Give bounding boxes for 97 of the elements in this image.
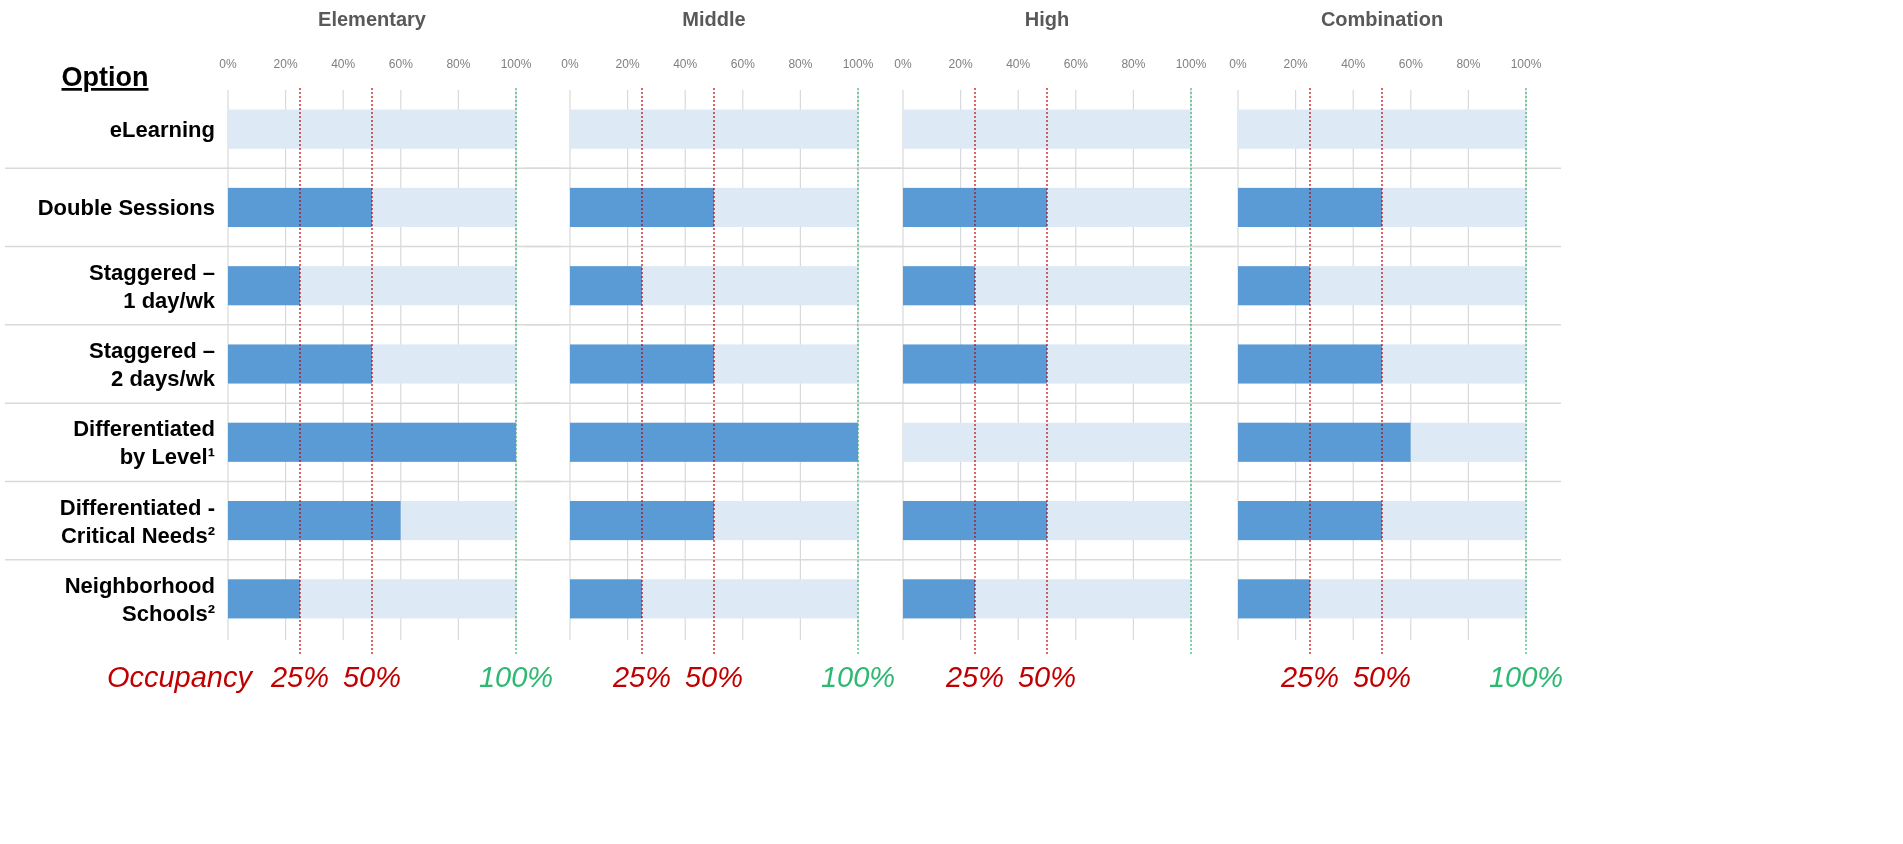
bar — [1238, 344, 1382, 384]
y-tick-label: Differentiated by Level¹ — [73, 416, 215, 470]
bar — [1238, 109, 1526, 149]
bar — [1310, 579, 1526, 619]
bar — [1238, 187, 1382, 227]
bar — [903, 579, 975, 619]
chart-title: Combination — [1320, 8, 1444, 30]
x-tick-label: 0% — [1229, 57, 1247, 71]
y-tick-label: eLearning — [109, 117, 215, 143]
x-tick-label: 100% — [842, 57, 874, 71]
bar — [1382, 501, 1526, 541]
bar — [228, 501, 401, 541]
y-tick-label: Neighborhood Schools² — [64, 572, 215, 626]
bar — [228, 266, 300, 306]
bar — [372, 187, 516, 227]
bar — [228, 579, 300, 619]
bar — [903, 187, 1047, 227]
x-tick-label: 80% — [1456, 57, 1481, 71]
bar — [570, 501, 714, 541]
ref-line-label: 25% — [1279, 661, 1340, 693]
text: Occupancy — [106, 661, 254, 693]
bar — [570, 266, 642, 306]
bar — [400, 501, 516, 541]
bar — [372, 344, 516, 384]
x-tick-label: 40% — [1006, 57, 1031, 71]
ref-line-label: 100% — [1488, 661, 1564, 693]
bar — [903, 344, 1047, 384]
x-tick-label: 100% — [500, 57, 532, 71]
ref-line-label: 50% — [1017, 661, 1077, 693]
x-tick-label: 60% — [1398, 57, 1424, 71]
y-tick-label: Staggered – 1 day/wk — [89, 259, 216, 313]
x-tick-label: 80% — [446, 57, 471, 71]
x-tick-label: 80% — [788, 57, 813, 71]
ref-line-label: 25% — [611, 661, 672, 693]
bar — [903, 266, 975, 306]
bar — [1238, 266, 1310, 306]
bar — [1047, 187, 1191, 227]
x-tick-label: 20% — [948, 57, 973, 71]
y-tick-label: Double Sessions — [37, 195, 215, 221]
bar — [975, 579, 1191, 619]
bar — [1238, 501, 1382, 541]
ref-line-label: 50% — [1352, 661, 1412, 693]
chart-title: Elementary — [318, 8, 427, 30]
bar — [714, 501, 858, 541]
bar — [1382, 344, 1526, 384]
bar — [1310, 266, 1526, 306]
x-tick-label: 0% — [894, 57, 912, 71]
x-tick-label: 40% — [1341, 57, 1366, 71]
bar — [1047, 501, 1191, 541]
bar — [714, 344, 858, 384]
bar — [903, 109, 1191, 149]
bar — [570, 344, 714, 384]
bar — [570, 109, 858, 149]
bar — [903, 422, 1191, 462]
bar — [1238, 422, 1411, 462]
bar — [1238, 579, 1310, 619]
bar — [1382, 187, 1526, 227]
bar — [642, 266, 858, 306]
x-tick-label: 20% — [1283, 57, 1308, 71]
bar — [570, 579, 642, 619]
bar — [300, 579, 516, 619]
x-tick-label: 40% — [673, 57, 698, 71]
chart-title: High — [1024, 8, 1070, 30]
bar — [300, 266, 516, 306]
ref-line-label: 100% — [478, 661, 554, 693]
x-tick-label: 20% — [273, 57, 298, 71]
x-tick-label: 0% — [561, 57, 579, 71]
ref-line-label: 100% — [820, 661, 896, 693]
x-tick-label: 0% — [219, 57, 237, 71]
x-tick-label: 60% — [388, 57, 414, 71]
x-tick-label: 100% — [1175, 57, 1207, 71]
bar — [228, 187, 372, 227]
bar — [975, 266, 1191, 306]
bar — [570, 187, 714, 227]
bar — [228, 344, 372, 384]
ref-line-label: 50% — [342, 661, 402, 693]
x-tick-label: 60% — [730, 57, 756, 71]
x-tick-label: 80% — [1121, 57, 1146, 71]
chart-title: Middle — [682, 8, 746, 30]
y-tick-label: Staggered – 2 days/wk — [89, 338, 216, 391]
ref-line-label: 50% — [684, 661, 744, 693]
x-tick-label: 20% — [615, 57, 640, 71]
bar — [714, 187, 858, 227]
y-axis-title: Option — [61, 62, 149, 92]
bar — [1410, 422, 1526, 462]
bar — [642, 579, 858, 619]
x-tick-label: 60% — [1063, 57, 1089, 71]
bar — [1047, 344, 1191, 384]
bar — [903, 501, 1047, 541]
bar — [570, 422, 858, 462]
ref-line-label: 25% — [269, 661, 330, 693]
x-tick-label: 100% — [1510, 57, 1542, 71]
bar — [228, 422, 516, 462]
ref-line-label: 25% — [944, 661, 1005, 693]
y-tick-label: Differentiated - Critical Needs² — [59, 494, 215, 548]
bar — [228, 109, 516, 149]
x-tick-label: 40% — [331, 57, 356, 71]
